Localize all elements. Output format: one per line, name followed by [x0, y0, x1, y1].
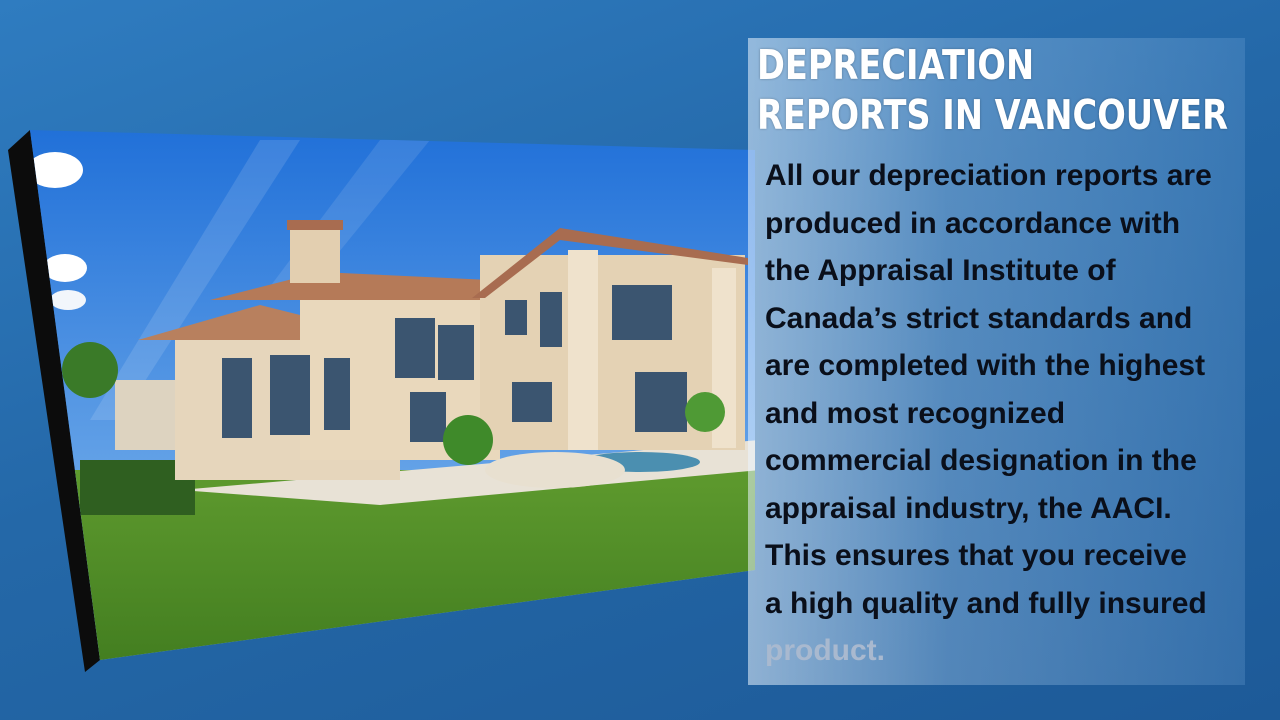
body-line: and most recognized — [765, 396, 1066, 430]
slide-title: DEPRECIATION REPORTS IN VANCOUVER — [757, 40, 1228, 140]
body-line: appraisal industry, the AACI. — [765, 491, 1172, 525]
body-line: commercial designation in the — [765, 444, 1197, 477]
slide-body-text: All our depreciation reports are produce… — [765, 152, 1212, 675]
photo-frame-edge — [8, 130, 100, 672]
text-panel — [748, 38, 1245, 685]
title-line: REPORTS IN VANCOUVER — [757, 91, 1228, 139]
body-line: All our depreciation reports are — [765, 159, 1212, 192]
body-line: Canada’s strict standards and — [765, 301, 1193, 335]
body-line: produced in accordance with — [765, 206, 1181, 240]
body-line: the Appraisal Institute of — [765, 254, 1116, 287]
body-line: are completed with the highest — [765, 349, 1206, 382]
body-line: a high quality and fully insured — [765, 586, 1207, 620]
title-line: DEPRECIATION — [757, 41, 1035, 89]
body-line-fading: product. — [765, 634, 885, 667]
body-line: This ensures that you receive — [765, 539, 1187, 572]
